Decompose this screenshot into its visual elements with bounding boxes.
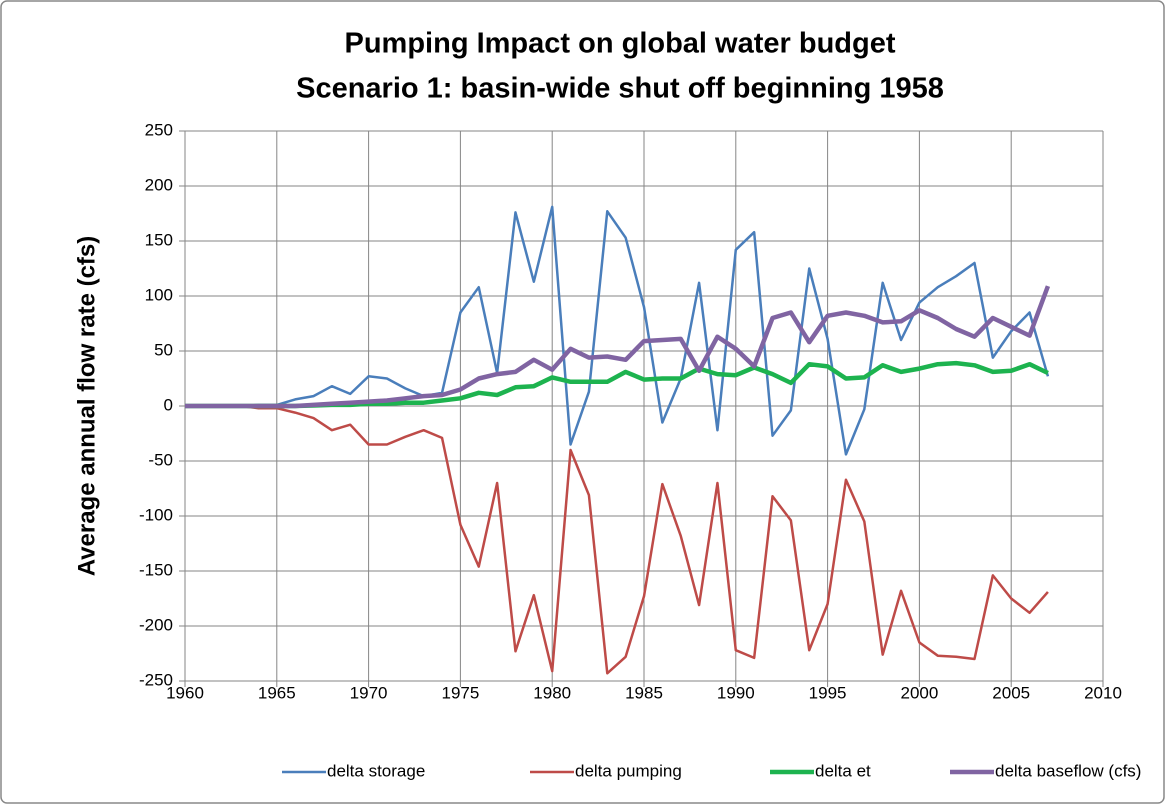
x-tick-label: 1985	[625, 683, 663, 702]
x-tick-label: 2000	[900, 683, 938, 702]
y-tick-label: 0	[164, 395, 173, 414]
x-tick-label: 1975	[441, 683, 479, 702]
y-tick-label: 100	[145, 285, 173, 304]
x-tick-label: 1965	[258, 683, 296, 702]
chart-title: Pumping Impact on global water budget	[344, 28, 895, 60]
y-tick-label: 150	[145, 230, 173, 249]
x-tick-label: 1995	[809, 683, 847, 702]
y-tick-label: -100	[139, 505, 173, 524]
legend-label: delta et	[815, 761, 871, 780]
y-tick-label: 50	[154, 340, 173, 359]
x-tick-label: 1970	[350, 683, 388, 702]
y-tick-label: 200	[145, 175, 173, 194]
series-line	[185, 205, 1050, 456]
x-tick-label: 2005	[992, 683, 1030, 702]
x-tick-label: 1980	[533, 683, 571, 702]
x-tick-label: 1960	[166, 683, 204, 702]
y-tick-label: -150	[139, 560, 173, 579]
chart-subtitle: Scenario 1: basin-wide shut off beginnin…	[296, 73, 944, 105]
y-axis-title: Average annual flow rate (cfs)	[73, 236, 100, 577]
y-tick-label: -250	[139, 670, 173, 689]
legend-label: delta pumping	[575, 761, 682, 780]
series-line	[185, 404, 1049, 675]
y-tick-label: -200	[139, 615, 173, 634]
x-tick-label: 1990	[717, 683, 755, 702]
x-tick-label: 2010	[1084, 683, 1122, 702]
series-line	[185, 285, 1051, 409]
y-tick-label: 250	[145, 120, 173, 139]
legend-label: delta baseflow (cfs)	[995, 761, 1141, 780]
y-tick-label: -50	[148, 450, 173, 469]
legend-label: delta storage	[327, 761, 425, 780]
